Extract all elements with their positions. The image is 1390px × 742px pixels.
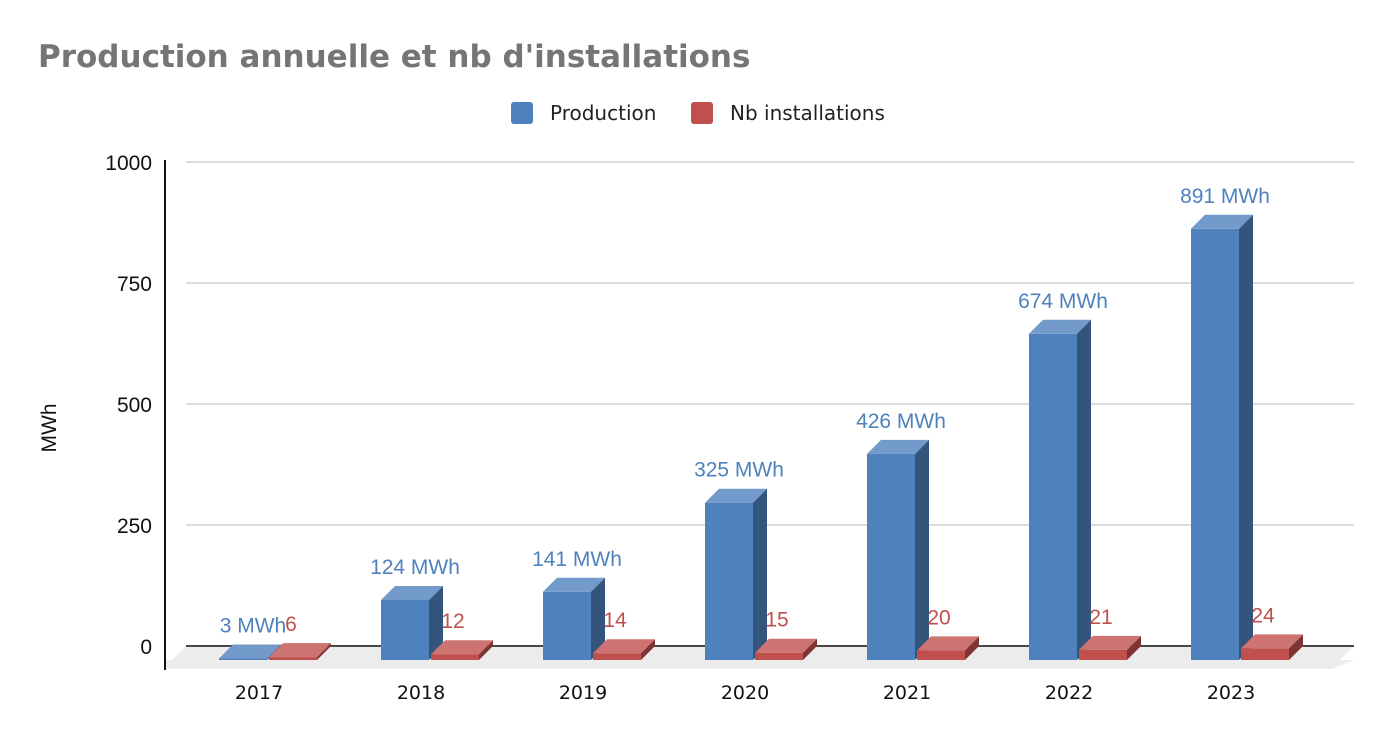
data-label-production: 3 MWh bbox=[220, 615, 287, 638]
data-label-production: 141 MWh bbox=[532, 548, 622, 571]
data-label-installations: 6 bbox=[285, 613, 297, 636]
bar-installations bbox=[755, 638, 817, 660]
bar-installations bbox=[1079, 635, 1141, 660]
bar-installations bbox=[431, 640, 493, 660]
data-label-production: 426 MWh bbox=[856, 410, 946, 433]
y-axis-ticks: 0 250 500 750 1000 bbox=[105, 152, 152, 659]
x-tick-label: 2019 bbox=[559, 682, 607, 704]
data-label-installations: 21 bbox=[1089, 606, 1112, 629]
x-axis-ticks: 2017 2018 2019 2020 2021 2022 2023 bbox=[235, 682, 1255, 704]
data-label-installations: 14 bbox=[603, 609, 627, 632]
floor-plane bbox=[164, 660, 1354, 669]
bar-production bbox=[381, 585, 443, 660]
data-label-installations: 20 bbox=[927, 606, 950, 629]
y-tick-label: 500 bbox=[117, 394, 152, 417]
gridlines bbox=[186, 161, 1354, 647]
legend-label-installations: Nb installations bbox=[730, 101, 885, 125]
data-label-production: 891 MWh bbox=[1180, 185, 1270, 208]
bar-production bbox=[867, 439, 929, 660]
data-label-installations: 12 bbox=[441, 610, 464, 633]
bar-installations bbox=[593, 639, 655, 660]
x-tick-label: 2023 bbox=[1207, 682, 1255, 704]
y-axis-label: MWh bbox=[38, 404, 61, 453]
legend-swatch-production bbox=[511, 102, 533, 124]
bar-production bbox=[705, 488, 767, 660]
y-tick-label: 1000 bbox=[105, 152, 152, 175]
y-tick-label: 0 bbox=[140, 636, 152, 659]
bar-installations bbox=[1241, 634, 1303, 660]
bar-installations bbox=[269, 643, 331, 660]
x-tick-label: 2022 bbox=[1045, 682, 1093, 704]
legend-label-production: Production bbox=[550, 101, 656, 125]
x-tick-label: 2018 bbox=[397, 682, 445, 704]
data-label-production: 124 MWh bbox=[370, 556, 460, 579]
bars bbox=[219, 214, 1303, 661]
x-tick-label: 2021 bbox=[883, 682, 931, 704]
y-tick-label: 250 bbox=[117, 515, 152, 538]
legend: Production Nb installations bbox=[511, 101, 885, 125]
x-tick-label: 2020 bbox=[721, 682, 769, 704]
y-tick-label: 750 bbox=[117, 273, 152, 296]
legend-swatch-installations bbox=[691, 102, 713, 124]
data-label-installations: 24 bbox=[1251, 604, 1275, 627]
x-tick-label: 2017 bbox=[235, 682, 283, 704]
bar-production bbox=[543, 577, 605, 660]
bar-production bbox=[1191, 214, 1253, 661]
data-label-installations: 15 bbox=[765, 609, 788, 632]
bar-installations bbox=[917, 636, 979, 660]
chart-title: Production annuelle et nb d'installation… bbox=[38, 39, 750, 75]
data-label-production: 674 MWh bbox=[1018, 290, 1108, 313]
bar-production bbox=[1029, 319, 1091, 660]
data-label-production: 325 MWh bbox=[694, 459, 784, 482]
